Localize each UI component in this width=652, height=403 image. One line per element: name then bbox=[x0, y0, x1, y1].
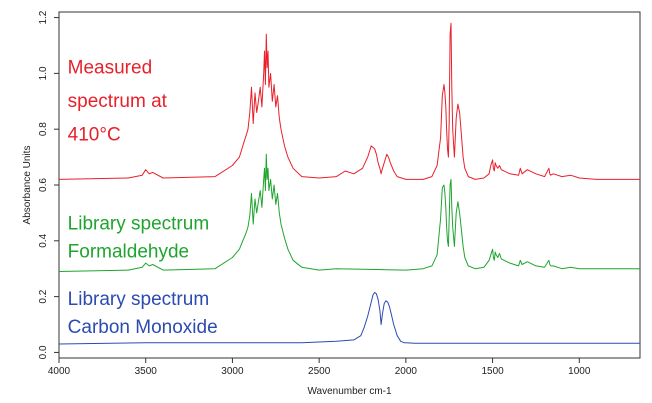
y-tick-label: 1.0 bbox=[38, 66, 49, 80]
series-layer bbox=[58, 22, 640, 345]
y-tick-label: 1.2 bbox=[38, 10, 49, 24]
y-tick-label: 0.2 bbox=[38, 289, 49, 303]
annotation-2-line-2: Formaldehyde bbox=[68, 242, 189, 263]
y-tick-label: 0.4 bbox=[38, 233, 49, 247]
series-line-1 bbox=[58, 22, 640, 180]
y-tick-label: 0.6 bbox=[38, 178, 49, 192]
series-line-2 bbox=[58, 153, 640, 272]
x-tick-label: 3500 bbox=[135, 366, 158, 377]
y-axis-label: Absorbance Units bbox=[22, 146, 33, 225]
annotation-3-line-1: Library spectrum bbox=[68, 289, 210, 310]
annotation-layer: Measured spectrum at 410°C Library spectrum… bbox=[68, 57, 218, 338]
y-tick-label: 0.8 bbox=[38, 122, 49, 136]
axis-layer: 4000 3500 3000 2500 2000 1500 1000 0.0 0.2 0.4 0.6… bbox=[38, 10, 591, 377]
annotation-1-line-1: Measured bbox=[68, 57, 152, 78]
x-tick-label: 3000 bbox=[221, 366, 244, 377]
x-tick-label: 2500 bbox=[308, 366, 331, 377]
x-axis-label: Wavenumber cm-1 bbox=[307, 386, 392, 397]
x-tick-label: 1000 bbox=[568, 366, 591, 377]
annotation-1-line-3: 410°C bbox=[68, 124, 121, 145]
y-tick-label: 0.0 bbox=[38, 345, 49, 359]
x-tick-label: 4000 bbox=[48, 366, 71, 377]
annotation-3-line-2: Carbon Monoxide bbox=[68, 317, 218, 338]
series-line-3 bbox=[58, 291, 640, 345]
x-tick-label: 1500 bbox=[481, 366, 504, 377]
x-tick-label: 2000 bbox=[395, 366, 418, 377]
annotation-2-line-1: Library spectrum bbox=[68, 214, 210, 235]
annotation-1-line-2: spectrum at bbox=[68, 91, 168, 112]
